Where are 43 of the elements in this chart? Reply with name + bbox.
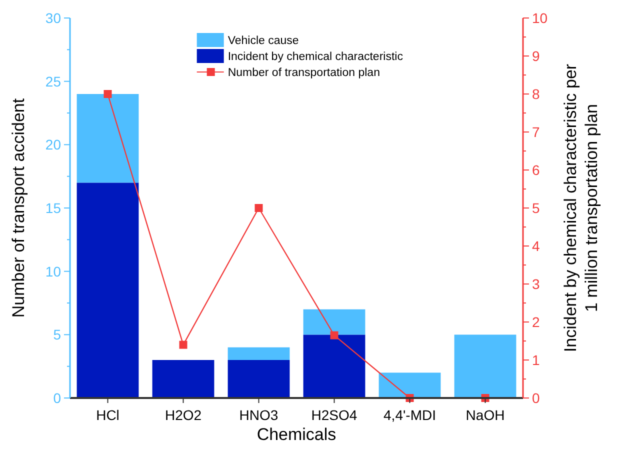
- y-tick-label: 10: [45, 263, 62, 280]
- y2-tick-label: 9: [532, 48, 540, 64]
- y2-tick-label: 5: [532, 200, 540, 216]
- y2-axis-title: Incident by chemical characteristic per 1 million transportation plan: [561, 64, 601, 352]
- legend-label: Incident by chemical characteristic: [228, 51, 404, 63]
- y2-tick-label: 10: [532, 10, 548, 26]
- y2-tick-label: 3: [532, 276, 540, 292]
- point: [330, 331, 338, 340]
- point: [104, 90, 112, 98]
- y-axis-title: Number of transport accident: [9, 98, 28, 318]
- x-axis-title: Chemicals: [256, 425, 336, 444]
- y-tick-label: 30: [45, 10, 62, 26]
- y2-tick-label: 4: [532, 238, 540, 254]
- bar: [303, 309, 366, 335]
- y2-tick-label: 1: [532, 352, 540, 368]
- bar: [152, 360, 214, 398]
- y-tick-label: 25: [45, 73, 62, 90]
- bar: [454, 334, 516, 398]
- y2-tick-label: 8: [532, 86, 540, 102]
- x-tick-label: 4,4'-MDI: [384, 407, 436, 423]
- legend-label: Vehicle cause: [228, 35, 299, 47]
- y2-tick-label: 7: [532, 124, 540, 140]
- x-tick-label: H2SO4: [311, 407, 358, 423]
- y2-tick-label: 2: [532, 314, 540, 330]
- y2-tick-label: 6: [532, 162, 540, 178]
- point: [254, 204, 263, 212]
- x-tick-label: H2O2: [164, 407, 202, 423]
- y-tick-label: 0: [53, 390, 62, 406]
- y-tick-label: 15: [45, 200, 62, 216]
- x-tick-label: HCl: [96, 407, 120, 423]
- x-tick-label: HNO3: [239, 407, 278, 423]
- y-tick-label: 5: [53, 326, 62, 343]
- x-tick-label: NaOH: [466, 407, 505, 423]
- bar: [303, 334, 366, 398]
- y2-tick-label: 0: [532, 390, 540, 406]
- point: [179, 340, 188, 349]
- bar: [76, 182, 139, 398]
- legend-label: Number of transportation plan: [228, 67, 380, 79]
- bar: [378, 372, 441, 398]
- bar: [228, 360, 290, 398]
- bar: [76, 94, 139, 183]
- y-tick-label: 20: [45, 136, 62, 153]
- bar: [228, 347, 290, 360]
